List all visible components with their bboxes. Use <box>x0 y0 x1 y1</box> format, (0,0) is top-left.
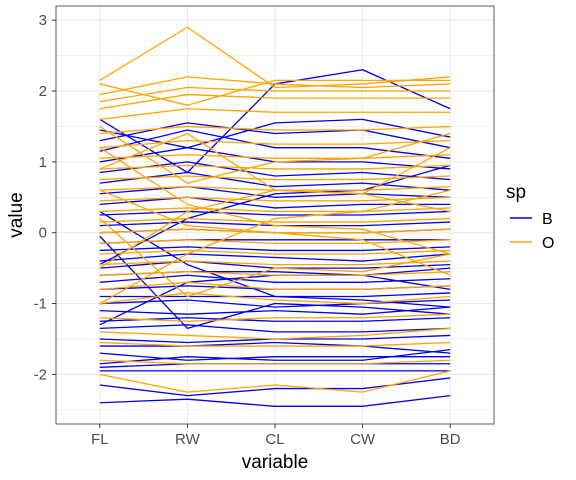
series-line-B <box>99 118 451 149</box>
series-line-O <box>99 79 451 106</box>
series-line-B <box>99 352 451 361</box>
x-axis-title: variable <box>242 452 309 473</box>
series-line-O <box>99 125 451 135</box>
legend-title: sp <box>506 182 526 203</box>
y-tick-label: 1 <box>39 154 47 171</box>
series-line-B <box>99 395 451 407</box>
series-line-O <box>99 313 451 322</box>
series-line-B <box>99 186 451 198</box>
series-line-O <box>99 132 451 213</box>
series-line-B <box>99 171 451 191</box>
legend: sp BO <box>506 182 554 252</box>
x-tick-label: FL <box>91 431 109 448</box>
series-line-B <box>99 274 451 283</box>
series-line-O <box>99 147 451 255</box>
series-line-O <box>99 292 451 305</box>
series-line-O <box>99 108 451 121</box>
series-line-O <box>99 189 451 276</box>
series-line-O <box>99 249 451 255</box>
series-line-B <box>99 210 451 308</box>
y-tick-label: -1 <box>34 296 47 313</box>
series-line-B <box>99 161 451 181</box>
series-line-O <box>99 327 451 340</box>
x-axis-ticks: FL RW CL CW BD <box>91 424 461 448</box>
series-line-O <box>99 271 451 276</box>
series-line-B <box>99 235 451 330</box>
series-line-O <box>99 260 451 266</box>
series-line-O <box>99 218 451 298</box>
series-line-O <box>99 341 451 347</box>
series-line-O <box>99 281 451 291</box>
series-line-O <box>99 86 451 103</box>
series-line-B <box>99 341 451 354</box>
series-line-O <box>99 217 451 223</box>
x-tick-label: BD <box>440 431 461 448</box>
y-axis-ticks: -2 -1 0 1 2 3 <box>34 12 56 383</box>
series-line-O <box>99 370 451 393</box>
series-line-O <box>99 359 451 365</box>
series-line-O <box>99 239 451 244</box>
legend-label-O: O <box>542 235 554 252</box>
series-line-O <box>99 207 451 213</box>
y-tick-label: 2 <box>39 83 47 100</box>
series-line-O <box>99 164 451 170</box>
y-tick-label: 3 <box>39 12 47 29</box>
series-line-O <box>99 154 451 159</box>
series-line-B <box>99 129 451 159</box>
y-tick-label: 0 <box>39 225 47 242</box>
x-tick-label: CW <box>350 431 376 448</box>
x-tick-label: CL <box>265 431 284 448</box>
series-line-B <box>99 317 451 322</box>
x-tick-label: RW <box>175 431 201 448</box>
series-line-B <box>99 306 451 315</box>
legend-label-B: B <box>542 211 553 228</box>
series-line-O <box>99 76 451 96</box>
y-axis-title: value <box>6 192 27 237</box>
y-tick-label: -2 <box>34 366 47 383</box>
series-lines <box>99 26 451 407</box>
series-line-B <box>99 210 451 216</box>
series-line-B <box>99 164 451 266</box>
series-line-O <box>99 93 451 110</box>
series-line-B <box>99 253 451 262</box>
series-line-O <box>99 26 451 89</box>
series-line-O <box>99 139 451 149</box>
series-line-O <box>99 125 451 184</box>
series-line-B <box>99 246 451 252</box>
series-line-B <box>99 324 451 333</box>
